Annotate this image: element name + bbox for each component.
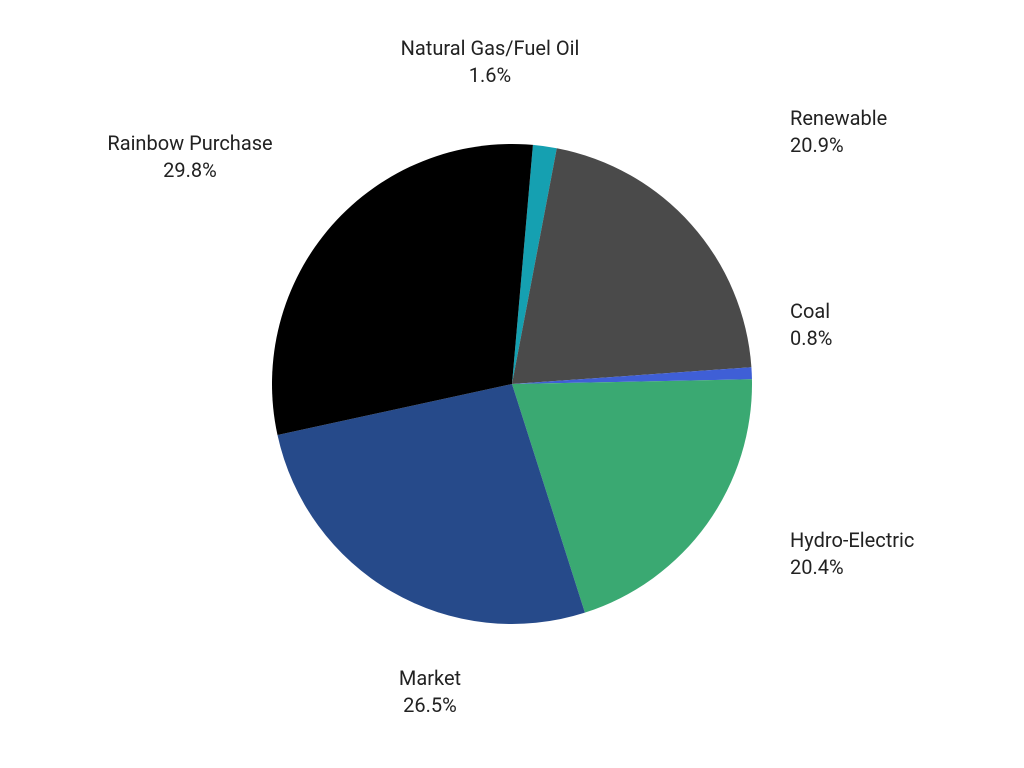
slice-label-pct: 1.6% [401,62,580,89]
slice-label-name: Market [399,665,461,692]
slice-label-pct: 0.8% [790,325,832,352]
slice-label: Natural Gas/Fuel Oil1.6% [401,35,580,89]
pie-chart-container: Natural Gas/Fuel Oil1.6% Renewable20.9% Co… [0,0,1024,768]
slice-label: Renewable20.9% [790,105,887,159]
pie-chart [272,144,752,624]
slice-label-name: Natural Gas/Fuel Oil [401,35,580,62]
slice-label-name: Rainbow Purchase [107,130,272,157]
slice-label: Coal0.8% [790,298,832,352]
slice-label-name: Coal [790,298,832,325]
slice-label-pct: 20.4% [790,554,914,581]
slice-label-name: Hydro-Electric [790,527,914,554]
slice-label-pct: 26.5% [399,692,461,719]
slice-label: Market26.5% [399,665,461,719]
slice-label-pct: 29.8% [107,157,272,184]
slice-label-name: Renewable [790,105,887,132]
slice-label: Rainbow Purchase29.8% [107,130,272,184]
slice-label: Hydro-Electric20.4% [790,527,914,581]
slice-label-pct: 20.9% [790,132,887,159]
